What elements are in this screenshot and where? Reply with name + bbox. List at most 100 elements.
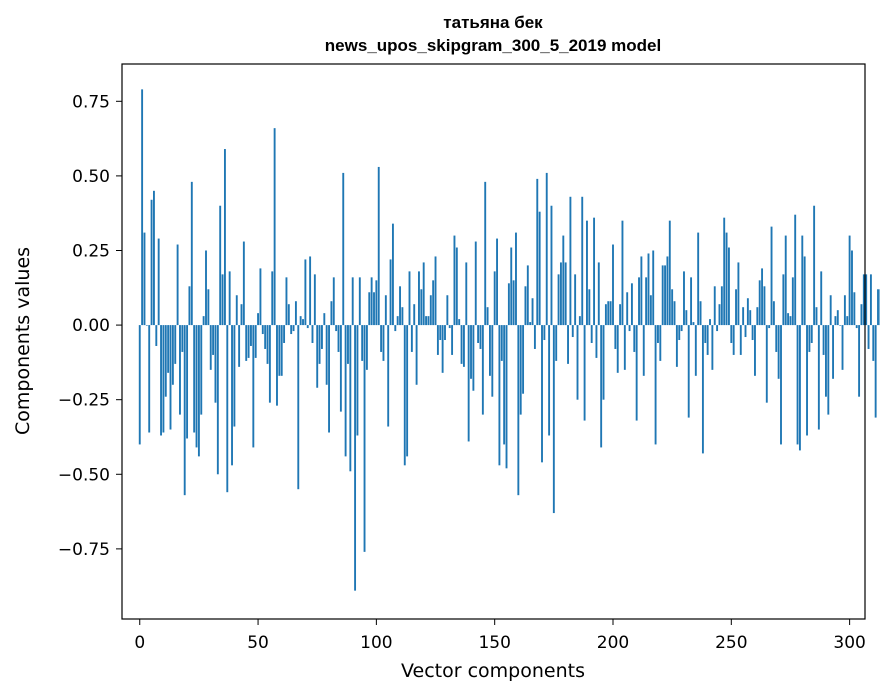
bar [200, 325, 203, 415]
bar [323, 313, 326, 326]
bar [247, 325, 250, 358]
bar [420, 289, 423, 326]
y-tick-label: −0.75 [58, 540, 110, 560]
bar [614, 325, 617, 349]
bar [772, 301, 775, 326]
bar [735, 289, 737, 326]
y-tick-label: 0.25 [72, 241, 110, 261]
bar [649, 295, 652, 326]
bar [365, 325, 368, 370]
bar [727, 247, 730, 326]
bar [401, 307, 404, 326]
bar [862, 274, 865, 326]
bar [638, 277, 640, 326]
bar [777, 325, 780, 379]
bar [877, 289, 879, 326]
bar [808, 325, 811, 352]
bar [403, 325, 406, 466]
bar [543, 325, 546, 341]
bar [304, 259, 307, 326]
bar [361, 325, 364, 361]
bar [550, 205, 553, 326]
bar [285, 277, 288, 326]
bar [694, 325, 697, 376]
bar [855, 325, 858, 329]
bar [782, 274, 785, 326]
bar [607, 301, 610, 326]
bar [351, 277, 354, 326]
bar [825, 325, 827, 397]
bar [370, 277, 373, 326]
bar [354, 325, 357, 591]
bar [153, 190, 155, 326]
bar [680, 325, 683, 332]
bar [148, 325, 151, 433]
bar [820, 271, 823, 326]
bar [720, 286, 723, 326]
bar [780, 325, 782, 445]
bar [784, 235, 787, 326]
bar [214, 325, 217, 403]
bar [268, 325, 271, 403]
bar [522, 325, 525, 394]
bar [519, 325, 522, 415]
bar [221, 274, 224, 326]
bar [157, 238, 160, 326]
bar [254, 325, 257, 358]
y-axis-ticks: −0.75 −0.50 −0.25 0.00 0.25 0.50 0.75 [58, 92, 122, 560]
bar [562, 235, 565, 326]
bar [313, 274, 316, 326]
bar [399, 286, 401, 326]
bar [235, 295, 238, 326]
bar [652, 250, 655, 326]
bar [763, 286, 766, 326]
chart-subtitle: news_upos_skipgram_300_5_2019 model [325, 36, 661, 55]
bar [633, 325, 636, 352]
bar [453, 235, 456, 326]
bar [640, 256, 643, 326]
bar [493, 271, 496, 326]
bar [843, 295, 846, 326]
bar [306, 325, 309, 329]
bar [190, 181, 193, 326]
bar [829, 295, 832, 326]
bar [143, 232, 146, 326]
bar [209, 325, 212, 370]
bar [363, 325, 366, 552]
bar [467, 325, 470, 442]
bar [567, 325, 569, 364]
bar [242, 241, 245, 326]
bar [794, 214, 797, 326]
bar [257, 313, 259, 326]
bar [472, 325, 475, 391]
bar [552, 325, 555, 514]
bar [531, 298, 534, 326]
bar [432, 280, 435, 326]
bar [810, 325, 813, 343]
x-tick-label: 50 [247, 633, 269, 653]
bar [659, 325, 662, 361]
bar [706, 325, 709, 355]
bar [846, 316, 849, 326]
bar [318, 325, 321, 364]
bar [261, 325, 264, 335]
bar [761, 268, 764, 326]
bar [446, 295, 449, 326]
bar [697, 232, 700, 326]
bar [477, 325, 480, 343]
bar [690, 277, 693, 326]
bar [250, 325, 252, 346]
bar [164, 325, 167, 397]
bar [188, 286, 191, 326]
bar [356, 325, 359, 436]
bar [595, 325, 598, 358]
bar [730, 325, 733, 343]
bar [834, 316, 837, 326]
bar [481, 325, 484, 415]
bar [460, 325, 463, 364]
bar [711, 325, 714, 370]
bar [410, 325, 413, 352]
bar [860, 304, 863, 326]
bar [630, 283, 633, 326]
bar [377, 166, 380, 326]
